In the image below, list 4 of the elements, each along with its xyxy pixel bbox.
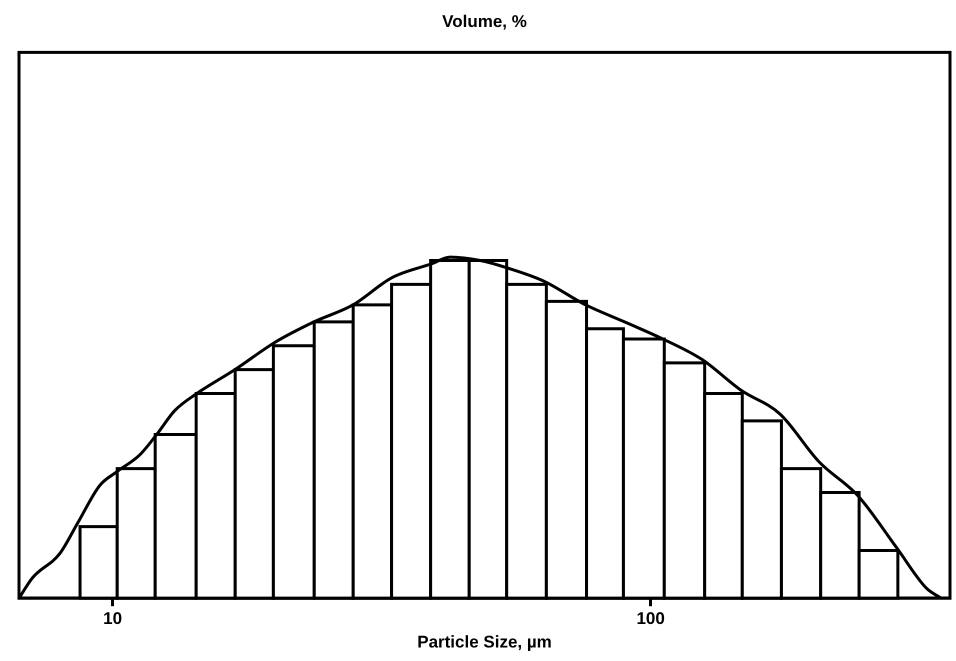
chart-title: Volume, %	[442, 12, 527, 31]
x-tick-label: 100	[636, 609, 665, 628]
x-axis-title: Particle Size, µm	[417, 632, 552, 652]
x-tick-label: 10	[103, 609, 122, 628]
